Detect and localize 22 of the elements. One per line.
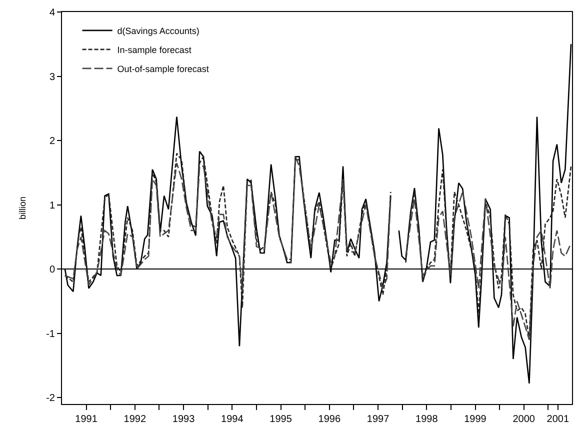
x-tick-label: 1993 — [172, 414, 196, 425]
x-tick-label: 2000 — [512, 414, 536, 425]
x-tick-label: 2001 — [546, 414, 570, 425]
y-tick-label: -1 — [46, 328, 56, 340]
y-axis-title: billion — [17, 196, 28, 220]
legend-label: Out-of-sample forecast — [117, 64, 210, 74]
x-tick-label: 1999 — [464, 414, 487, 425]
legend-label: In-sample forecast — [117, 44, 192, 55]
y-tick-label: 2 — [49, 136, 56, 148]
legend-label: d(Savings Accounts) — [117, 26, 200, 36]
y-tick-label: 3 — [49, 72, 56, 83]
x-tick-label: 1992 — [124, 414, 146, 425]
y-tick-label: 0 — [49, 264, 56, 276]
x-tick-label: 1991 — [75, 414, 98, 425]
y-tick-label: -2 — [46, 393, 56, 404]
x-tick-label: 1996 — [318, 414, 341, 425]
x-tick-label: 1994 — [221, 414, 244, 425]
x-tick-label: 1995 — [270, 414, 292, 425]
y-tick-label: 1 — [49, 200, 56, 212]
x-tick-label: 1997 — [366, 414, 390, 425]
x-tick-label: 1998 — [416, 414, 438, 425]
y-tick-label: 4 — [49, 8, 56, 18]
